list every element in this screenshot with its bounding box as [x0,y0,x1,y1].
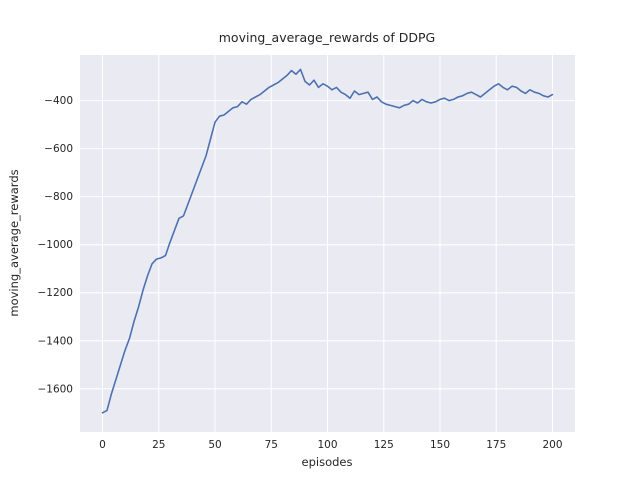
x-tick-label: 150 [430,439,450,451]
chart-title: moving_average_rewards of DDPG [219,30,436,45]
y-tick-label: −400 [44,95,73,107]
y-tick-label: −1400 [37,335,73,347]
reward-line-series [101,68,554,414]
y-tick-label: −800 [44,191,73,203]
y-tick-label: −1600 [37,383,73,395]
plot-area: −1600 −1400 −1200 −1000 −800 −600 −400 0 25 50 75 1… [37,55,575,451]
x-tick-label: 25 [152,439,165,451]
y-tick-label: −1200 [37,287,73,299]
y-axis-label: moving_average_rewards [7,169,21,316]
x-tick-label: 175 [486,439,506,451]
x-tick-label: 50 [208,439,221,451]
x-tick-label: 100 [317,439,337,451]
x-tick-label: 200 [542,439,562,451]
x-tick-label: 75 [265,439,278,451]
y-tick-label: −1000 [37,239,73,251]
x-axis-label: episodes [302,455,353,469]
x-tick-label: 125 [374,439,394,451]
x-tick-label: 0 [99,439,106,451]
y-tick-label: −600 [44,143,73,155]
